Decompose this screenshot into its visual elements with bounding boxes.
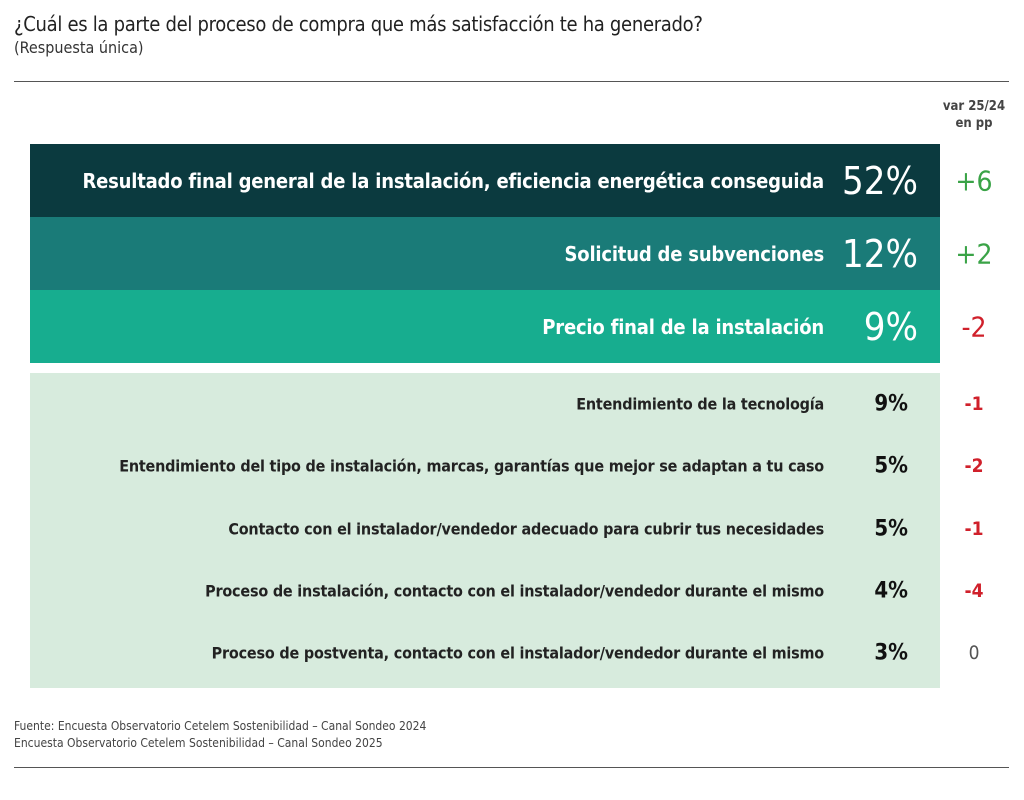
row-value: 4% (874, 578, 908, 604)
column-header: var 25/24 en pp (936, 98, 1012, 132)
row-value: 52% (842, 158, 918, 203)
row-label: Proceso de instalación, contacto con el … (205, 581, 824, 601)
row-change: -4 (964, 579, 984, 602)
title: ¿Cuál es la parte del proceso de compra … (14, 12, 703, 36)
row-value: 3% (874, 640, 908, 666)
row-label: Entendimiento de la tecnología (576, 394, 824, 414)
other-rows-background (30, 373, 940, 688)
row-value: 12% (842, 231, 918, 276)
highlighted-row: Resultado final general de la instalació… (30, 144, 940, 217)
row-change: +2 (955, 237, 993, 270)
highlighted-row: Solicitud de subvenciones 12% (30, 217, 940, 290)
row-value: 9% (874, 391, 908, 417)
row-change: -1 (964, 517, 984, 540)
row-label: Proceso de postventa, contacto con el in… (211, 643, 825, 663)
row-label: Solicitud de subvenciones (564, 241, 825, 266)
row-change: -2 (961, 310, 987, 343)
row-value: 5% (874, 516, 908, 541)
footnote: Fuente: Encuesta Observatorio Cetelem So… (14, 719, 427, 733)
divider (14, 81, 1009, 82)
row-label: Precio final de la instalación (542, 314, 824, 339)
row-value: 9% (863, 304, 918, 349)
column-header-line: en pp (955, 116, 993, 131)
row-label: Entendimiento del tipo de instalación, m… (119, 456, 824, 476)
row-label: Resultado final general de la instalació… (82, 168, 824, 193)
column-header-line: var 25/24 (942, 99, 1006, 114)
row-change: -1 (964, 393, 984, 415)
row-label: Contacto con el instalador/vendedor adec… (228, 519, 824, 538)
row-value: 5% (874, 453, 908, 479)
row-change: 0 (968, 642, 980, 664)
row-change: +6 (955, 164, 993, 197)
subtitle: (Respuesta única) (14, 38, 144, 57)
row-change: -2 (964, 455, 984, 478)
footnote: Encuesta Observatorio Cetelem Sostenibil… (14, 736, 383, 750)
divider (14, 767, 1009, 768)
highlighted-row: Precio final de la instalación 9% (30, 290, 940, 363)
